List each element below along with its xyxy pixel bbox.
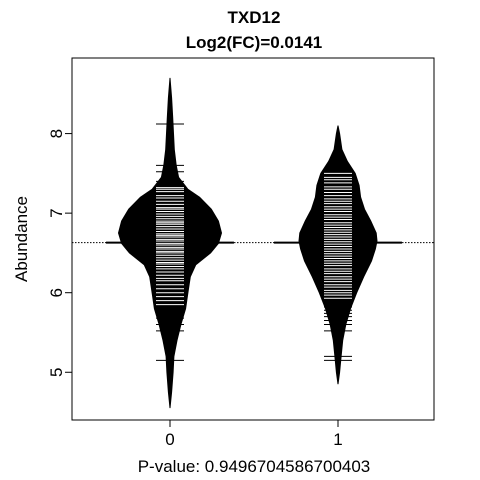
bean-shape-1 [298,125,378,385]
chart-subtitle: Log2(FC)=0.0141 [186,33,323,52]
x-tick-label: 0 [165,430,174,449]
y-axis-label: Abundance [12,196,31,282]
y-tick-label: 6 [47,288,66,297]
chart-title: TXD12 [228,8,281,27]
y-tick-label: 7 [47,208,66,217]
y-axis: 5 6 7 8 [47,129,73,377]
x-tick-label: 1 [333,430,342,449]
plot-area [72,77,434,409]
y-tick-label: 8 [47,129,66,138]
y-tick-label: 5 [47,368,66,377]
x-axis-label: P-value: 0.9496704586700403 [138,457,371,476]
